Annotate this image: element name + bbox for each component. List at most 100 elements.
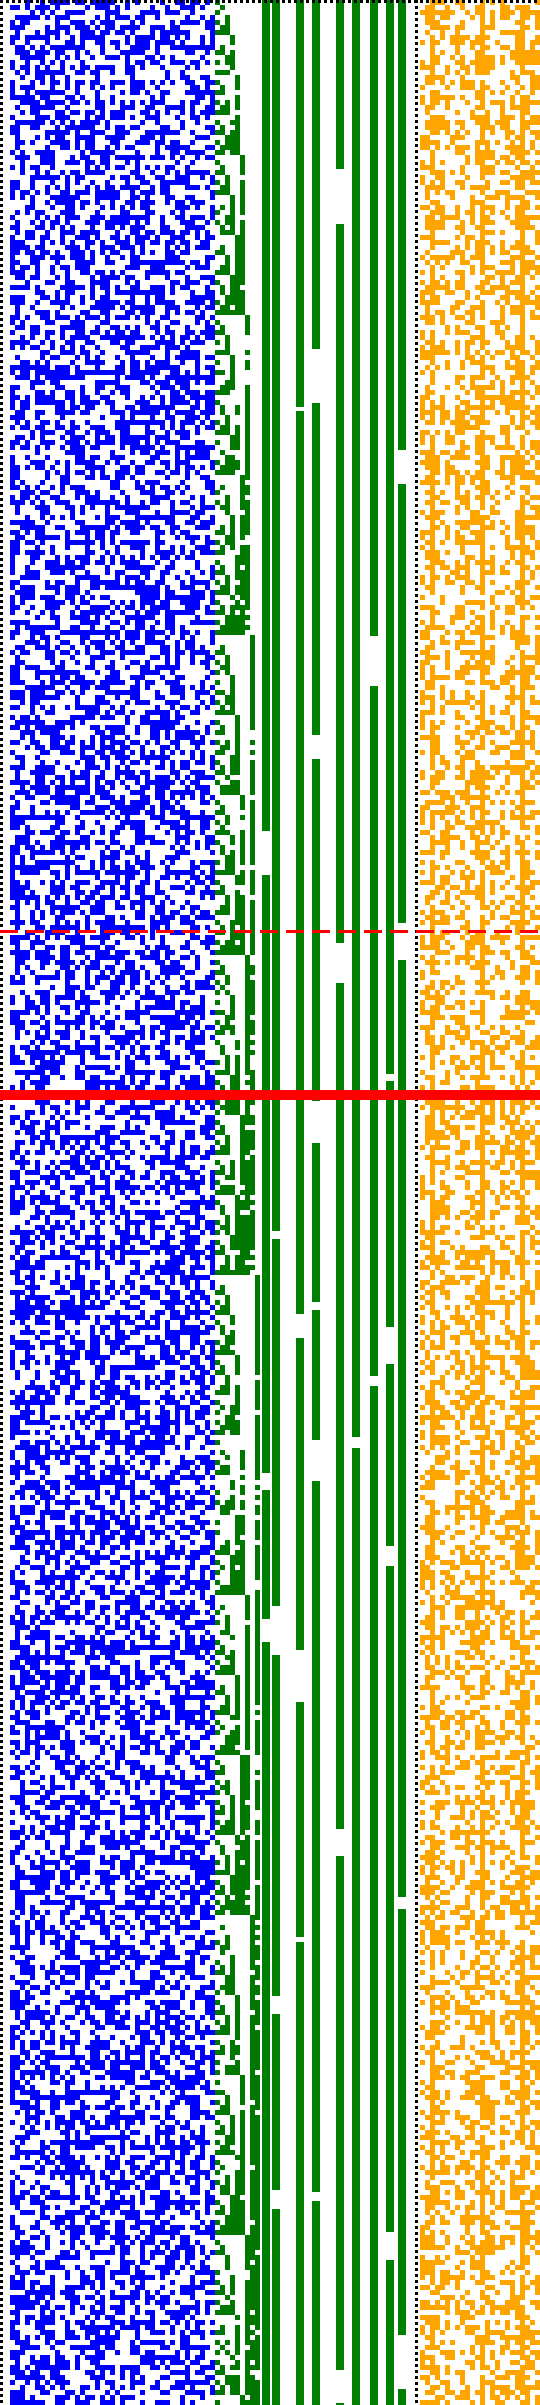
bit-cell	[175, 215, 180, 220]
bit-cell	[210, 795, 215, 800]
bit-cell	[195, 370, 200, 375]
bit-cell	[110, 530, 115, 535]
bit-cell	[125, 1180, 130, 1185]
bit-cell	[145, 615, 150, 620]
bit-cell	[50, 370, 55, 375]
bit-cell	[115, 15, 120, 20]
bit-cell	[175, 305, 180, 310]
bit-cell	[155, 150, 160, 155]
bit-cell	[90, 595, 95, 600]
bit-cell	[205, 980, 210, 985]
bit-cell	[35, 870, 40, 875]
bit-cell	[10, 815, 15, 820]
bit-cell	[40, 425, 45, 430]
bit-cell	[45, 1135, 50, 1140]
bit-cell	[95, 905, 100, 910]
bit-cell	[185, 350, 190, 355]
bit-cell	[205, 785, 210, 790]
bit-cell	[50, 890, 55, 895]
bit-cell	[100, 275, 105, 280]
bit-cell	[200, 1155, 205, 1160]
bit-cell	[40, 515, 45, 520]
bit-cell	[30, 1140, 35, 1145]
bit-cell	[40, 550, 45, 555]
bit-cell	[195, 1035, 200, 1040]
bit-cell	[110, 400, 115, 405]
bit-cell	[170, 385, 175, 390]
bit-cell	[200, 1180, 205, 1185]
bit-cell	[205, 825, 210, 830]
bit-cell	[180, 1165, 185, 1170]
bit-cell	[35, 30, 40, 35]
bit-cell	[180, 180, 185, 185]
bit-cell	[185, 605, 190, 610]
bit-cell	[65, 460, 70, 465]
bit-cell	[105, 845, 110, 850]
bit-cell	[30, 570, 35, 575]
bit-cell	[50, 595, 55, 600]
bit-cell	[90, 910, 95, 915]
bit-cell	[125, 175, 130, 180]
bit-cell	[20, 75, 25, 80]
bit-cell	[25, 745, 30, 750]
bit-cell	[175, 885, 180, 890]
bit-cell	[60, 1035, 65, 1040]
bit-cell	[55, 975, 60, 980]
bit-cell	[200, 580, 205, 585]
bit-cell	[25, 280, 30, 285]
bit-cell	[190, 925, 195, 930]
bit-cell	[35, 270, 40, 275]
bit-cell	[105, 1160, 110, 1165]
bit-cell	[140, 860, 145, 865]
bit-cell	[135, 240, 140, 245]
bit-cell	[200, 595, 205, 600]
bit-cell	[150, 635, 155, 640]
bit-cell	[30, 1170, 35, 1175]
bit-cell	[20, 720, 25, 725]
bit-cell	[65, 670, 70, 675]
bit-cell	[165, 90, 170, 95]
bit-cell	[200, 395, 205, 400]
bit-cell	[95, 105, 100, 110]
bit-cell	[165, 1020, 170, 1025]
bit-cell	[95, 220, 100, 225]
bit-cell	[30, 330, 35, 335]
bit-cell	[205, 110, 210, 115]
bit-cell	[155, 880, 160, 885]
bit-cell	[130, 230, 135, 235]
bit-cell	[50, 560, 55, 565]
bit-cell	[205, 390, 210, 395]
bit-cell	[135, 725, 140, 730]
bit-cell	[165, 75, 170, 80]
bit-cell	[35, 535, 40, 540]
bit-cell	[145, 1070, 150, 1075]
bit-cell	[150, 480, 155, 485]
bit-cell	[110, 335, 115, 340]
bit-cell	[155, 695, 160, 700]
bit-cell	[170, 55, 175, 60]
bit-cell	[20, 170, 25, 175]
bit-cell	[60, 255, 65, 260]
bit-cell	[75, 490, 80, 495]
bit-cell	[110, 1080, 115, 1085]
bit-cell	[105, 815, 110, 820]
bit-cell	[200, 90, 205, 95]
bit-cell	[155, 145, 160, 150]
bit-cell	[185, 1085, 190, 1090]
bit-cell	[50, 220, 55, 225]
bit-cell	[105, 30, 110, 35]
bit-cell	[45, 895, 50, 900]
bit-cell	[170, 765, 175, 770]
bit-cell	[50, 680, 55, 685]
bit-cell	[135, 910, 140, 915]
bit-cell	[95, 645, 100, 650]
bit-cell	[35, 920, 40, 925]
bit-cell	[30, 100, 35, 105]
bit-cell	[145, 320, 150, 325]
bit-cell	[25, 20, 30, 25]
bit-cell	[125, 745, 130, 750]
bit-cell	[45, 1080, 50, 1085]
bit-cell	[195, 215, 200, 220]
bit-cell	[45, 490, 50, 495]
bit-cell	[100, 295, 105, 300]
